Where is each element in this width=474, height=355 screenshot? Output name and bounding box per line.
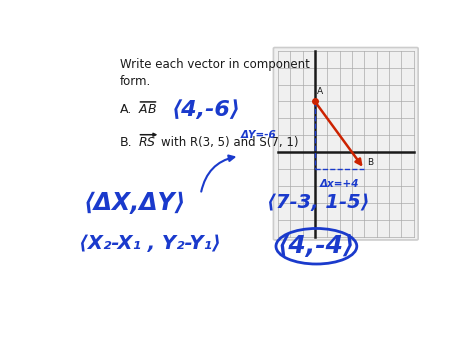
Text: ⟨X₂-X₁ , Y₂-Y₁⟩: ⟨X₂-X₁ , Y₂-Y₁⟩ — [80, 234, 221, 253]
Text: ⟨7-3, 1-5⟩: ⟨7-3, 1-5⟩ — [267, 193, 369, 212]
Text: ⟨ΔX,ΔY⟩: ⟨ΔX,ΔY⟩ — [83, 191, 185, 214]
Text: A.: A. — [120, 103, 132, 116]
Text: ⟨4,-4⟩: ⟨4,-4⟩ — [278, 234, 355, 258]
Text: B.: B. — [120, 136, 133, 149]
Text: ΔY=-6: ΔY=-6 — [240, 130, 276, 140]
Text: $AB$: $AB$ — [138, 103, 157, 116]
Text: A: A — [317, 87, 323, 96]
Text: B: B — [367, 158, 374, 167]
Text: Write each vector in component
form.: Write each vector in component form. — [120, 58, 310, 88]
FancyBboxPatch shape — [273, 48, 418, 240]
Text: $RS$: $RS$ — [138, 136, 156, 149]
Text: ⟨4,-6⟩: ⟨4,-6⟩ — [171, 99, 240, 120]
Text: Δx=+4: Δx=+4 — [320, 179, 359, 189]
Text: with R(3, 5) and S(7, 1): with R(3, 5) and S(7, 1) — [161, 136, 299, 149]
